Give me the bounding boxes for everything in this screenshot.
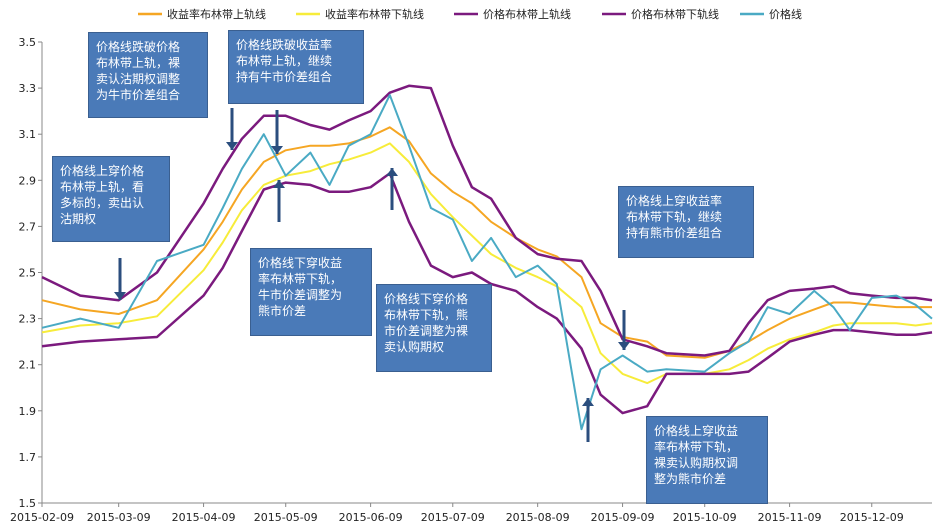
x-tick-label: 2015-10-09 <box>673 511 737 524</box>
y-tick-label: 1.7 <box>19 451 37 464</box>
callout-arrow-head <box>271 146 283 154</box>
annotation-3: 价格线上穿价格 布林带上轨，看 多标的，卖出认 沽期权 <box>52 156 170 242</box>
callout-arrow-head <box>273 180 285 188</box>
legend-label-2: 收益率布林带下轨线 <box>325 7 424 21</box>
x-tick-label: 2015-07-09 <box>421 511 485 524</box>
y-tick-label: 2.9 <box>19 174 37 187</box>
x-tick-label: 2015-02-09 <box>10 511 74 524</box>
y-tick-label: 2.3 <box>19 313 37 326</box>
annotation-4: 价格线下穿收益 率布林带下轨， 牛市价差调整为 熊市价差 <box>250 248 372 336</box>
y-tick-label: 2.5 <box>19 267 37 280</box>
callout-arrows <box>114 108 630 442</box>
y-tick-label: 3.5 <box>19 36 37 49</box>
y-tick-label: 3.3 <box>19 82 37 95</box>
series-line-3 <box>41 84 933 357</box>
y-tick-label: 1.5 <box>19 497 37 510</box>
series-layer <box>41 84 933 431</box>
callout-arrow-head <box>582 398 594 406</box>
y-tick-label: 2.1 <box>19 359 37 372</box>
y-tick-label: 2.7 <box>19 220 37 233</box>
series-line-5 <box>41 94 933 431</box>
callout-arrow-head <box>386 168 398 176</box>
legend-label-5: 价格线 <box>769 7 802 21</box>
legend-label-4: 价格布林带下轨线 <box>631 7 719 21</box>
legend-label-3: 价格布林带上轨线 <box>483 7 571 21</box>
annotation-1: 价格线跌破价格 布林带上轨，裸 卖认沽期权调整 为牛市价差组合 <box>88 32 208 118</box>
callout-arrow-head <box>114 292 126 300</box>
annotation-7: 价格线上穿收益 率布林带下轨， 裸卖认购期权调 整为熊市价差 <box>646 416 768 504</box>
callout-arrow-head <box>226 142 238 150</box>
x-tick-label: 2015-05-09 <box>254 511 318 524</box>
series-line-2 <box>41 142 933 385</box>
y-tick-label: 1.9 <box>19 405 37 418</box>
x-tick-label: 2015-03-09 <box>87 511 151 524</box>
x-tick-label: 2015-04-09 <box>172 511 236 524</box>
annotation-5: 价格线下穿价格 布林带下轨，熊 市价差调整为裸 卖认购期权 <box>376 284 492 372</box>
legend: 收益率布林带上轨线 收益率布林带下轨线 价格布林带上轨线 价格布林带下轨线 价格线 <box>138 7 802 21</box>
callout-arrow-head <box>618 342 630 350</box>
x-tick-label: 2015-08-09 <box>506 511 570 524</box>
annotation-6: 价格线上穿收益率 布林带下轨，继续 持有熊市价差组合 <box>618 186 754 258</box>
x-tick-label: 2015-12-09 <box>840 511 904 524</box>
y-tick-label: 3.1 <box>19 128 37 141</box>
legend-label-1: 收益率布林带上轨线 <box>167 7 266 21</box>
annotation-2: 价格线跌破收益率 布林带上轨，继续 持有牛市价差组合 <box>228 30 364 104</box>
x-tick-label: 2015-09-09 <box>591 511 655 524</box>
series-line-4 <box>41 172 933 415</box>
axes: 1.5 1.7 1.9 2.1 2.3 2.5 2.7 2.9 3.1 3.3 3.5 2015-02… <box>10 36 932 524</box>
x-tick-label: 2015-06-09 <box>339 511 403 524</box>
x-tick-label: 2015-11-09 <box>758 511 822 524</box>
